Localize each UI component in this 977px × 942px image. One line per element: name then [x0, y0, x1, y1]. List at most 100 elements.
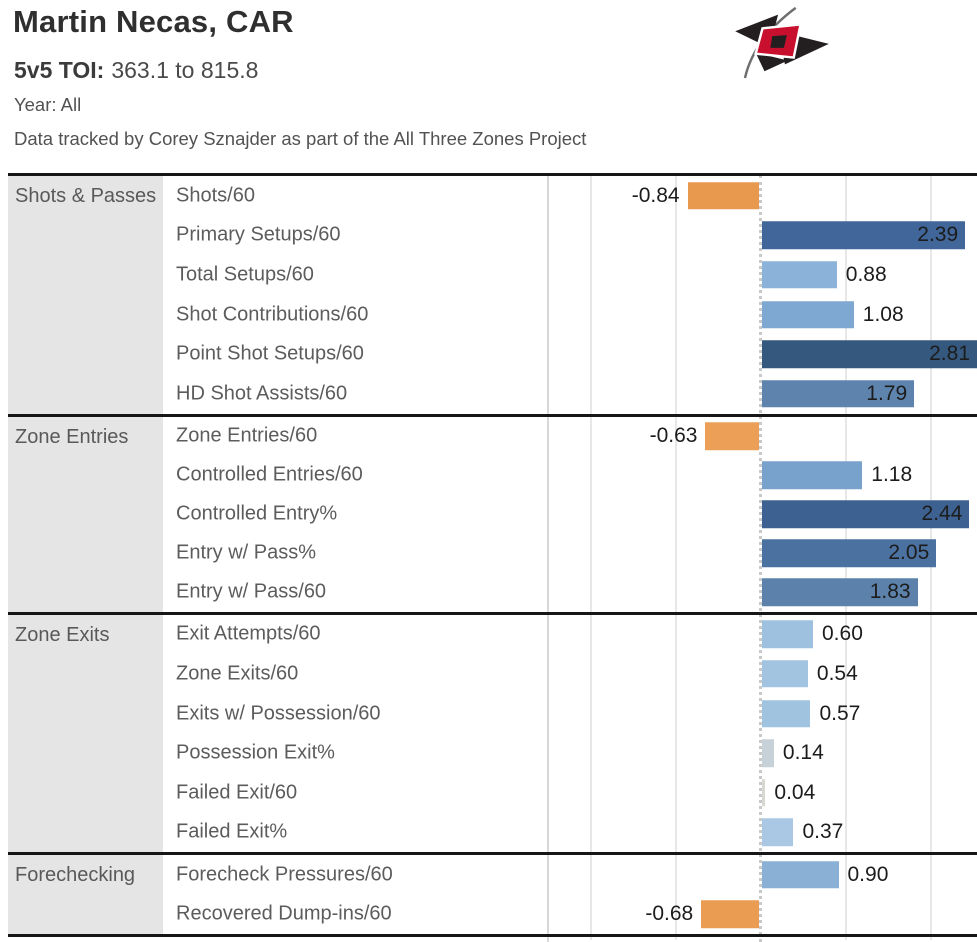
bar-mark[interactable]: [762, 778, 766, 807]
bar-value-label: 1.18: [871, 463, 913, 487]
bar-mark[interactable]: [762, 578, 918, 606]
bar-mark[interactable]: [762, 300, 854, 329]
metric-label: Forecheck Pressures/60: [176, 863, 393, 886]
label-chart-separator: [547, 173, 549, 942]
toi-subtitle: 5v5 TOI: 363.1 to 815.8: [14, 57, 258, 84]
bar-mark[interactable]: [762, 380, 915, 408]
bar-value-label: 0.14: [782, 741, 824, 765]
table-row: Point Shot Setups/60 2.81: [8, 334, 977, 374]
gridline-minus1: [675, 174, 677, 940]
metric-label: Shots/60: [176, 184, 255, 207]
table-row: Controlled Entries/60 1.18: [8, 456, 977, 495]
table-bottom-border: [8, 933, 977, 937]
bar-mark[interactable]: [762, 818, 794, 847]
bar-value-label: -0.63: [649, 424, 698, 448]
bar-value-label: 0.90: [847, 862, 889, 886]
table-row: Possession Exit% 0.14: [8, 733, 977, 773]
table-row: Shots/60 -0.84: [8, 176, 977, 216]
bar-value-label: 2.05: [888, 541, 930, 565]
bar-mark[interactable]: [762, 699, 811, 728]
bar-chart-table: Shots & Passes Shots/60 -0.84 Primary Setup…: [8, 173, 977, 937]
table-row: Forecheck Pressures/60 0.90: [8, 855, 977, 894]
group-label: Zone Entries: [15, 425, 129, 448]
metric-label: Entry w/ Pass%: [176, 541, 317, 564]
bar-value-label: 1.08: [862, 302, 904, 326]
hurricanes-flag-logo: [735, 6, 829, 79]
bar-value-label: 1.83: [869, 580, 911, 604]
bar-value-label: 0.60: [822, 622, 863, 646]
metric-label: Zone Entries/60: [176, 424, 318, 447]
metric-label: Exits w/ Possession/60: [176, 702, 381, 725]
table-row: Failed Exit% 0.37: [8, 813, 977, 853]
bar-value-label: 0.37: [802, 820, 844, 844]
bar-value-label: 1.79: [866, 381, 908, 405]
table-row: Failed Exit/60 0.04: [8, 773, 977, 813]
chart-section: Zone Exits Exit Attempts/60 0.60 Zone Exits…: [8, 611, 977, 853]
bar-value-label: 2.81: [929, 342, 970, 366]
group-label-cell: [8, 176, 163, 414]
metric-label: Total Setups/60: [176, 263, 314, 286]
table-row: HD Shot Assists/60 1.79: [8, 374, 977, 414]
zero-baseline: [759, 175, 762, 942]
table-row: Entry w/ Pass% 2.05: [8, 534, 977, 573]
toi-label: 5v5 TOI:: [14, 57, 105, 83]
bar-mark[interactable]: [762, 620, 813, 649]
chart-section: Forechecking Forecheck Pressures/60 0.90 Re…: [8, 852, 977, 934]
bar-mark[interactable]: [762, 261, 837, 289]
metric-label: HD Shot Assists/60: [176, 382, 348, 405]
bar-value-label: 0.54: [816, 661, 858, 685]
bar-mark[interactable]: [701, 900, 759, 928]
bar-mark[interactable]: [705, 422, 759, 450]
metric-label: Controlled Entries/60: [176, 463, 363, 486]
gridline-minus2: [590, 174, 592, 940]
bar-mark[interactable]: [762, 500, 970, 528]
metric-label: Point Shot Setups/60: [176, 342, 364, 365]
bar-value-label: 0.04: [774, 780, 816, 804]
data-credit: Data tracked by Corey Sznajder as part o…: [14, 128, 587, 149]
metric-label: Recovered Dump-ins/60: [176, 902, 392, 925]
table-row: Recovered Dump-ins/60 -0.68: [8, 894, 977, 933]
flag-bottom-pennant: [755, 52, 788, 72]
table-row: Zone Exits/60 0.54: [8, 654, 977, 694]
bar-mark[interactable]: [687, 182, 759, 210]
bar-mark[interactable]: [762, 221, 966, 250]
bar-mark[interactable]: [762, 461, 863, 489]
bar-mark[interactable]: [762, 539, 937, 567]
metric-label: Failed Exit%: [176, 820, 288, 843]
table-row: Controlled Entry% 2.44: [8, 495, 977, 534]
metric-label: Failed Exit/60: [176, 781, 298, 804]
bar-mark[interactable]: [762, 340, 977, 368]
chart-section: Zone Entries Zone Entries/60 -0.63 Controll…: [8, 413, 977, 612]
group-label-cell: [8, 614, 163, 853]
bar-mark[interactable]: [762, 861, 839, 889]
bar-mark[interactable]: [762, 739, 774, 767]
table-row: Exit Attempts/60 0.60: [8, 615, 977, 655]
page-title: Martin Necas, CAR: [13, 4, 294, 39]
bar-value-label: 0.88: [845, 262, 887, 286]
bar-value-label: 0.57: [819, 701, 861, 725]
metric-label: Exit Attempts/60: [176, 622, 321, 645]
table-row: Primary Setups/60 2.39: [8, 216, 977, 256]
group-label: Shots & Passes: [15, 185, 157, 207]
metric-label: Zone Exits/60: [176, 662, 299, 685]
bar-mark[interactable]: [762, 660, 808, 688]
metric-label: Entry w/ Pass/60: [176, 580, 327, 603]
table-row: Exits w/ Possession/60 0.57: [8, 694, 977, 734]
table-row: Total Setups/60 0.88: [8, 255, 977, 295]
metric-label: Primary Setups/60: [176, 223, 341, 246]
group-label: Forechecking: [15, 864, 136, 887]
table-row: Entry w/ Pass/60 1.83: [8, 573, 977, 612]
table-row: Shot Contributions/60 1.08: [8, 295, 977, 335]
flag-inner-square: [770, 35, 787, 48]
bar-value-label: -0.84: [631, 183, 680, 207]
table-row: Zone Entries/60 -0.63: [8, 417, 977, 456]
group-label-cell: [8, 855, 163, 934]
toi-value: 363.1 to 815.8: [111, 57, 259, 83]
group-label-cell: [8, 416, 163, 612]
metric-label: Shot Contributions/60: [176, 303, 369, 326]
bar-value-label: 2.39: [917, 223, 959, 247]
group-label: Zone Exits: [15, 623, 110, 646]
metric-label: Controlled Entry%: [176, 502, 338, 525]
bar-value-label: 2.44: [921, 502, 963, 526]
